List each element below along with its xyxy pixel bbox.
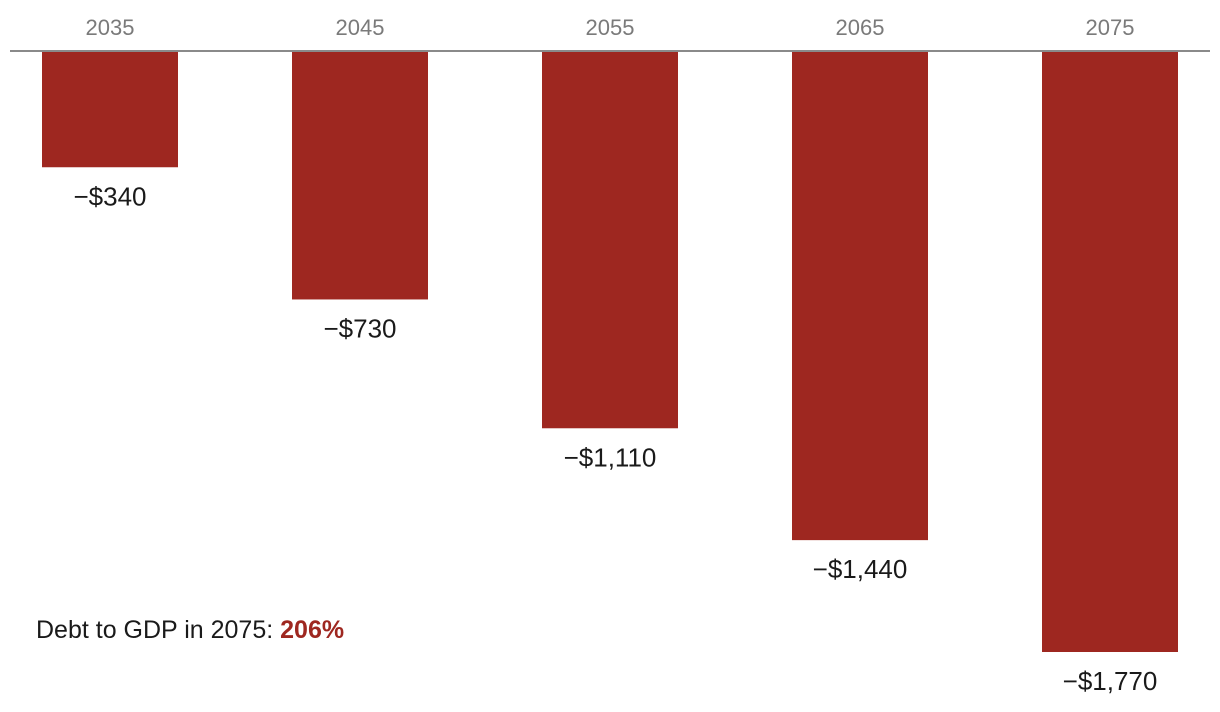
debt-to-gdp-value: 206% xyxy=(280,616,345,644)
value-label-2055: −$1,110 xyxy=(564,442,657,472)
value-label-2045: −$730 xyxy=(323,313,396,343)
debt-to-gdp-label: Debt to GDP in 2075: xyxy=(36,616,274,644)
bar-2065 xyxy=(792,52,928,541)
x-tick-label-2055: 2055 xyxy=(586,15,635,40)
debt-to-gdp-note: Debt to GDP in 2075: 206% xyxy=(36,616,344,645)
bar-2075 xyxy=(1042,52,1178,652)
x-tick-label-2045: 2045 xyxy=(336,15,385,40)
bar-2045 xyxy=(292,52,428,300)
value-label-2065: −$1,440 xyxy=(813,554,908,584)
value-label-2035: −$340 xyxy=(73,181,146,211)
x-tick-label-2075: 2075 xyxy=(1086,15,1135,40)
x-axis-tick-labels: 2035 2045 2055 2065 2075 xyxy=(86,15,1135,40)
x-tick-label-2065: 2065 xyxy=(836,15,885,40)
bar-value-labels: −$340 −$730 −$1,110 −$1,440 −$1,770 xyxy=(73,181,1157,696)
bars-layer xyxy=(42,52,1178,652)
bar-2055 xyxy=(542,52,678,429)
value-label-2075: −$1,770 xyxy=(1063,666,1158,696)
x-tick-label-2035: 2035 xyxy=(86,15,135,40)
bar-2035 xyxy=(42,52,178,168)
